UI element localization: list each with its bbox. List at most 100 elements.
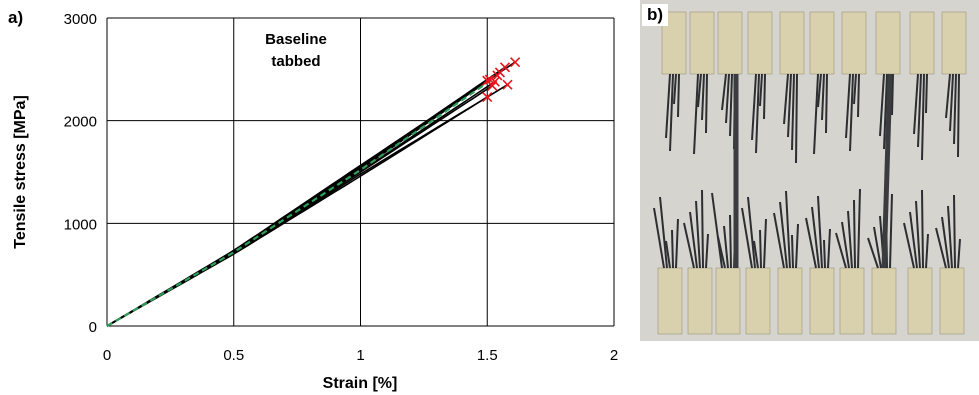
- chart-annotation-line-2: tabbed: [271, 53, 320, 70]
- broken-fibre-top: [821, 73, 825, 121]
- specimen-tab-top: [717, 11, 743, 75]
- broken-fibre-top: [913, 73, 919, 135]
- chart-tick-labels: 0 0.5 1 1.5 2 0 1000 2000 3000: [64, 11, 619, 364]
- broken-fibre-bottom: [835, 232, 847, 269]
- failure-marker-4: [499, 62, 511, 73]
- broken-fibre-top: [669, 73, 674, 152]
- broken-fibre-top: [787, 73, 792, 138]
- failure-marker-stroke: [482, 91, 493, 103]
- broken-fibre-top: [701, 73, 705, 121]
- chart-curves: [106, 61, 516, 327]
- specimen-tab-top: [841, 11, 867, 75]
- broken-fibre-bottom: [773, 212, 785, 269]
- broken-fibre-top: [693, 73, 699, 155]
- specimen-photo-drawing: [640, 0, 979, 341]
- panel-label-a: a): [8, 8, 24, 27]
- specimen-tab-bottom: [939, 267, 965, 335]
- broken-fibre-top: [677, 73, 680, 118]
- y-tick-label: 3000: [64, 11, 97, 28]
- failure-marker-stroke: [502, 79, 513, 90]
- broken-fibre-bottom: [957, 238, 961, 269]
- broken-fibre-bottom: [903, 222, 915, 269]
- y-axis-label: Tensile stress [MPa]: [12, 95, 29, 249]
- broken-fibre-bottom: [659, 196, 668, 269]
- broken-fibre-top: [725, 73, 730, 124]
- panel-label-b: b): [647, 5, 664, 24]
- failure-marker-9: [484, 74, 495, 85]
- broken-fibre-bottom: [785, 190, 791, 269]
- broken-fibre-top: [697, 73, 702, 108]
- broken-fibre-bottom: [841, 221, 850, 269]
- x-tick-label: 1.5: [477, 347, 498, 364]
- broken-fibre-bottom: [857, 188, 861, 269]
- tensile-chart: 0 0.5 1 1.5 2 0 1000 2000 3000 Baseline tabbed S…: [12, 11, 619, 392]
- specimen-tab-top: [875, 11, 901, 75]
- broken-fibre-bottom: [729, 214, 732, 269]
- broken-fibre-top: [853, 73, 857, 105]
- failure-marker-6: [482, 91, 493, 103]
- specimen-tab-top: [747, 11, 773, 75]
- broken-fibre-bottom: [935, 227, 947, 269]
- specimen-tab-top: [941, 11, 967, 75]
- broken-fibre-bottom: [909, 211, 918, 269]
- chart-failure-markers: [482, 57, 521, 103]
- specimen-tab-bottom: [871, 267, 897, 335]
- broken-fibre-bottom: [921, 189, 924, 269]
- specimen-tab-top: [779, 11, 805, 75]
- broken-fibre-top: [921, 73, 925, 161]
- broken-fibre-bottom: [817, 195, 823, 269]
- failure-marker-8: [502, 79, 513, 90]
- broken-fibre-top: [817, 73, 822, 108]
- broken-fibre-top: [857, 73, 860, 118]
- chart-grid: [106, 17, 615, 327]
- broken-fibre-bottom: [741, 207, 753, 269]
- broken-fibre-bottom: [665, 240, 671, 269]
- broken-fibre-bottom: [847, 210, 853, 269]
- x-tick-label: 0.5: [223, 347, 244, 364]
- specimen-tab-bottom: [839, 267, 865, 335]
- specimen-tab-bottom: [657, 267, 683, 335]
- failure-marker-stroke: [484, 74, 495, 85]
- x-tick-label: 2: [610, 347, 618, 364]
- stress-strain-curve-1: [106, 79, 488, 327]
- broken-fibre-top: [729, 73, 733, 137]
- broken-fibre-bottom: [683, 222, 695, 269]
- broken-fibre-top: [763, 73, 766, 120]
- broken-fibre-top: [845, 73, 851, 139]
- broken-fibre-bottom: [853, 199, 856, 269]
- broken-fibre-bottom: [701, 189, 704, 269]
- broken-fibre-bottom: [889, 193, 893, 269]
- broken-fibre-bottom: [723, 225, 729, 269]
- specimen-tab-bottom: [907, 267, 933, 335]
- broken-fibre-bottom: [953, 194, 956, 269]
- broken-fibre-top: [825, 73, 828, 134]
- broken-fibre-top: [673, 73, 677, 105]
- broken-fibre-bottom: [925, 233, 929, 269]
- broken-fibre-top: [957, 73, 960, 158]
- broken-fibre-bottom: [717, 236, 726, 269]
- broken-fibre-top: [891, 73, 894, 116]
- broken-fibre-bottom: [753, 240, 759, 269]
- broken-fibre-top: [759, 73, 763, 107]
- broken-fibre-bottom: [747, 196, 756, 269]
- failure-marker-stroke: [492, 70, 503, 81]
- broken-fibre-bottom: [915, 200, 921, 269]
- broken-fibre-bottom: [941, 216, 950, 269]
- broken-fibre-bottom: [695, 200, 701, 269]
- broken-fibre-top: [949, 73, 954, 132]
- broken-fibre-top: [925, 73, 928, 114]
- failure-marker-stroke: [489, 76, 500, 87]
- x-tick-label: 1: [356, 347, 364, 364]
- panel-label-b-background: [642, 4, 668, 26]
- broken-fibre-top: [953, 73, 957, 145]
- broken-fibre-top: [755, 73, 760, 154]
- broken-fibre-bottom: [823, 239, 826, 269]
- stress-strain-curve-8: [106, 84, 508, 327]
- failure-marker-stroke: [510, 57, 521, 68]
- specimen-tab-top: [809, 11, 835, 75]
- broken-fibre-bottom: [675, 218, 679, 269]
- y-tick-label: 0: [89, 319, 97, 336]
- y-tick-label: 2000: [64, 114, 97, 131]
- broken-fibre-bottom: [947, 205, 953, 269]
- broken-fibre-top: [883, 73, 888, 150]
